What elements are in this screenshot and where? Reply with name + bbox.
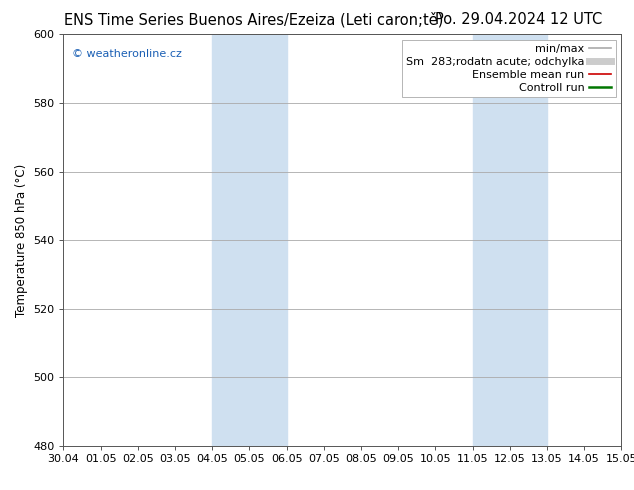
Text: ENS Time Series Buenos Aires/Ezeiza (Leti caron;tě): ENS Time Series Buenos Aires/Ezeiza (Let… [64,12,443,28]
Bar [472,34,547,446]
Y-axis label: Temperature 850 hPa (°C): Temperature 850 hPa (°C) [15,164,27,317]
Text: © weatheronline.cz: © weatheronline.cz [72,49,182,59]
Bar [212,34,287,446]
Text: Po. 29.04.2024 12 UTC: Po. 29.04.2024 12 UTC [435,12,602,27]
Legend: min/max, Sm  283;rodatn acute; odchylka, Ensemble mean run, Controll run: min/max, Sm 283;rodatn acute; odchylka, … [402,40,616,97]
